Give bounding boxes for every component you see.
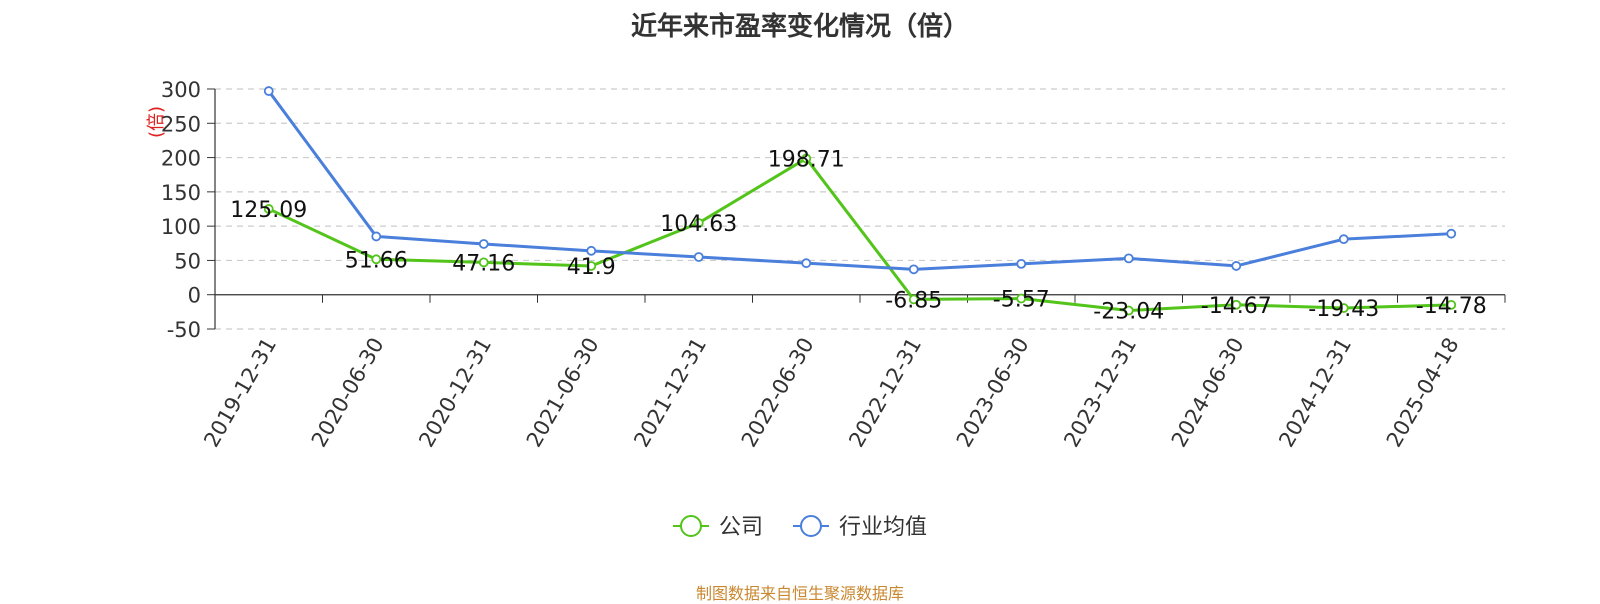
data-point bbox=[1446, 228, 1457, 239]
data-point bbox=[693, 252, 704, 262]
series-line bbox=[268, 156, 1452, 313]
data-point bbox=[801, 153, 812, 164]
data-label: -5.57 bbox=[993, 288, 1050, 313]
legend-marker bbox=[800, 515, 822, 537]
data-point bbox=[371, 254, 382, 265]
y-tick-label: 100 bbox=[161, 215, 201, 239]
series bbox=[263, 86, 1457, 316]
data-point bbox=[908, 294, 919, 305]
data-label: 51.66 bbox=[345, 248, 408, 273]
data-point bbox=[263, 204, 274, 214]
data-point bbox=[478, 257, 489, 268]
x-tick-label: 2020-06-30 bbox=[307, 334, 389, 452]
y-tick-label: 250 bbox=[161, 112, 201, 136]
legend-item[interactable]: 公司 bbox=[673, 515, 763, 540]
legend-item[interactable]: 行业均值 bbox=[793, 515, 927, 540]
x-tick-label: 2020-12-31 bbox=[414, 334, 496, 452]
data-label: -14.67 bbox=[1201, 294, 1272, 319]
y-tick-label: 300 bbox=[161, 78, 201, 102]
x-tick-label: 2021-12-31 bbox=[629, 334, 711, 452]
data-label: 125.09 bbox=[230, 198, 307, 223]
legend[interactable]: 公司 行业均值 bbox=[673, 515, 927, 540]
data-point bbox=[586, 261, 597, 271]
source-note: 制图数据来自恒生聚源数据库 bbox=[695, 584, 904, 603]
y-tick-label: 50 bbox=[174, 249, 201, 273]
data-point bbox=[1446, 299, 1457, 310]
legend-marker bbox=[680, 515, 702, 537]
y-tick-label: 200 bbox=[161, 147, 201, 171]
data-label: 41.9 bbox=[567, 255, 616, 280]
data-point bbox=[1231, 299, 1242, 310]
data-point bbox=[801, 258, 812, 269]
data-point bbox=[586, 245, 597, 256]
data-point bbox=[1123, 305, 1134, 316]
legend-label: 行业均值 bbox=[839, 515, 927, 540]
chart-title: 近年来市盈率变化情况（倍） bbox=[630, 12, 969, 42]
x-tick-label: 2024-12-31 bbox=[1274, 334, 1356, 452]
data-point bbox=[908, 264, 919, 275]
data-point bbox=[1338, 234, 1349, 245]
y-tick-label: 150 bbox=[161, 181, 201, 205]
data-point bbox=[1123, 253, 1134, 264]
data-label: 104.63 bbox=[660, 212, 737, 237]
data-labels: 125.09 51.66 47.16 41.9 104.63 198.71 -6.85 -5.… bbox=[230, 147, 1486, 324]
x-tick-label: 2019-12-31 bbox=[199, 334, 281, 452]
data-label: -23.04 bbox=[1093, 300, 1164, 325]
y-tick-label: 0 bbox=[188, 284, 201, 308]
series-line bbox=[267, 90, 1452, 271]
x-tick-label: 2023-12-31 bbox=[1059, 334, 1141, 452]
data-label: -19.43 bbox=[1308, 297, 1379, 322]
data-label: 47.16 bbox=[452, 251, 515, 276]
y-axis-label: (倍) bbox=[146, 106, 167, 138]
data-label: -6.85 bbox=[885, 288, 942, 313]
data-point bbox=[1338, 303, 1349, 313]
x-tick-label: 2024-06-30 bbox=[1167, 334, 1249, 452]
x-tick-label: 2021-06-30 bbox=[522, 334, 604, 452]
y-tick-label: -50 bbox=[167, 318, 201, 342]
data-point bbox=[371, 231, 382, 242]
legend-label: 公司 bbox=[719, 515, 763, 540]
x-tick-label: 2022-12-31 bbox=[844, 334, 926, 452]
data-label: 198.71 bbox=[768, 147, 845, 172]
data-point bbox=[693, 218, 704, 228]
x-tick-label: 2022-06-30 bbox=[737, 334, 819, 452]
data-point bbox=[263, 86, 274, 96]
x-tick-label: 2025-04-18 bbox=[1382, 334, 1464, 452]
data-point bbox=[1016, 258, 1027, 269]
data-point bbox=[1231, 261, 1242, 271]
grid-lines bbox=[215, 88, 1505, 330]
data-label: -14.78 bbox=[1416, 294, 1487, 319]
data-point bbox=[1016, 293, 1027, 304]
data-point bbox=[478, 239, 489, 249]
x-tick-label: 2023-06-30 bbox=[952, 334, 1034, 452]
